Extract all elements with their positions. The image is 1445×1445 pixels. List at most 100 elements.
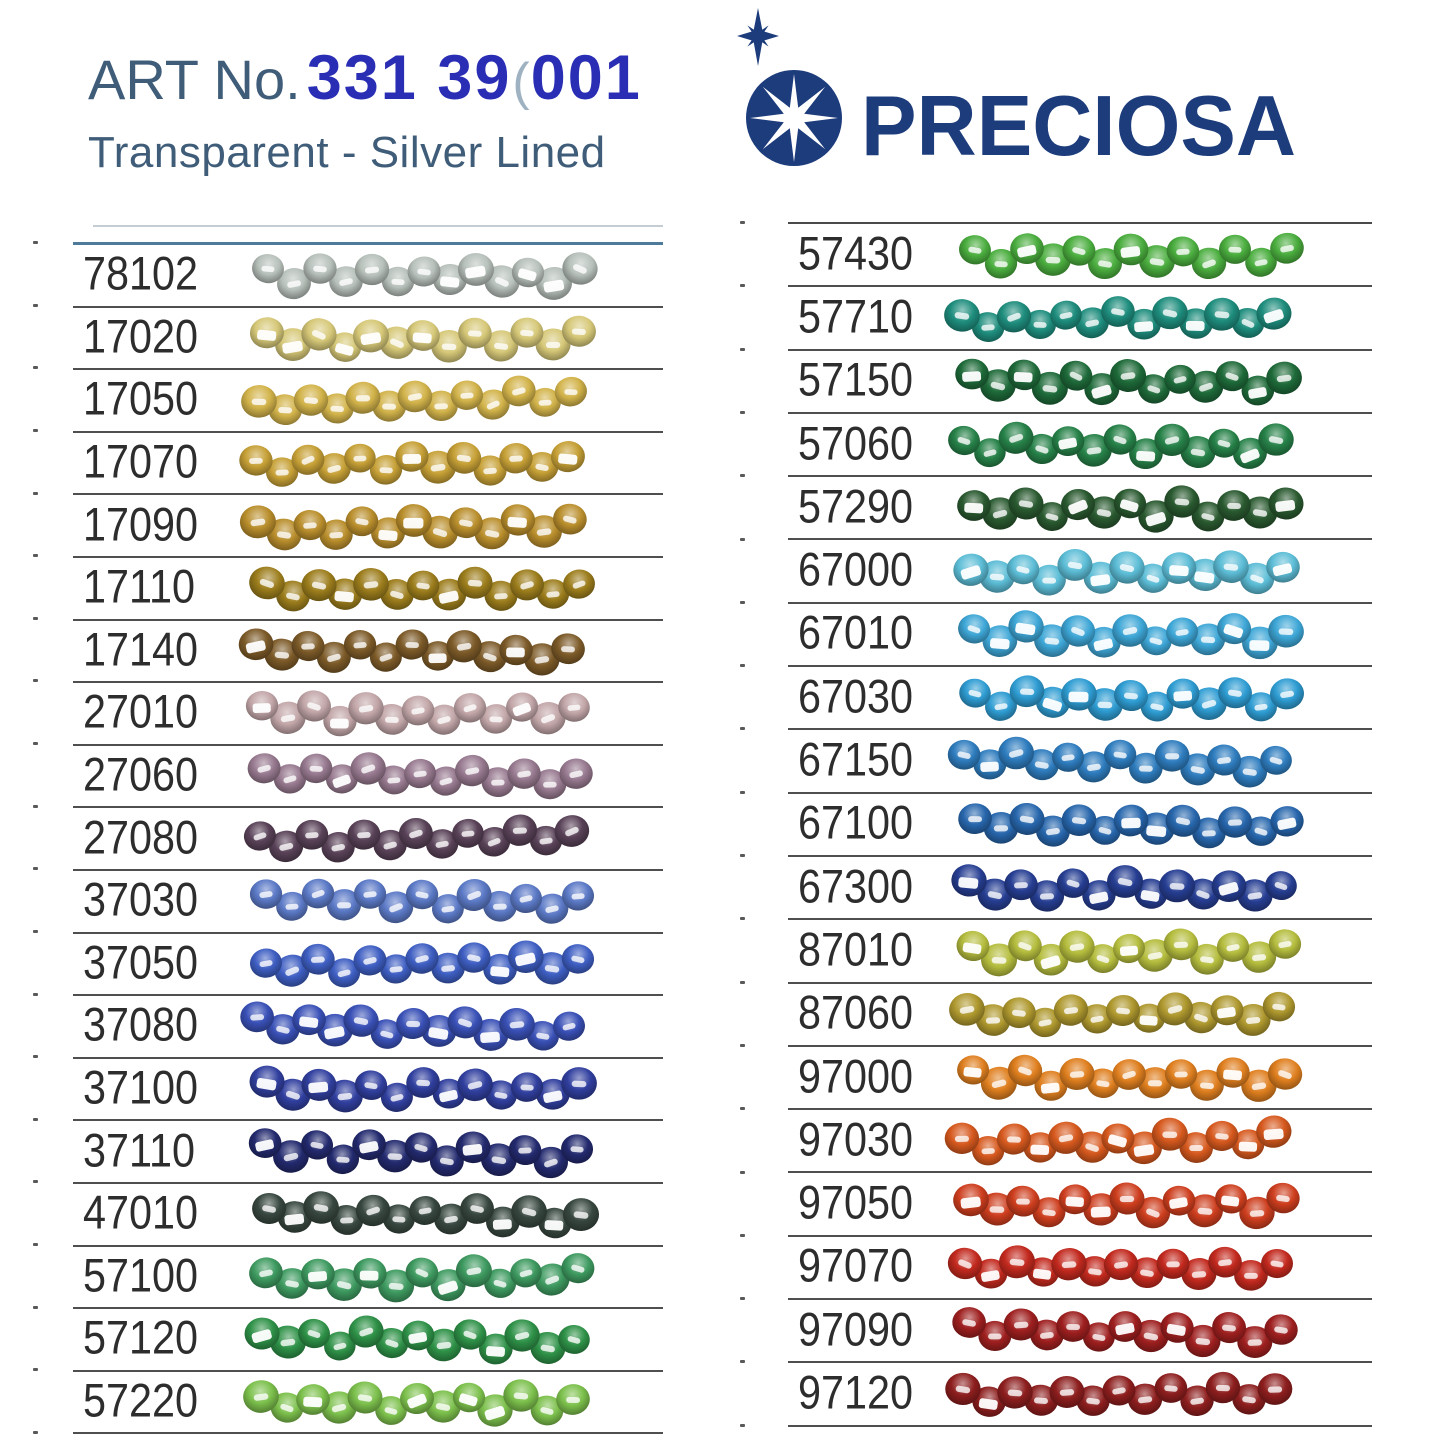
silver-line-glint [571, 262, 588, 275]
silver-line-glint [406, 1392, 428, 1409]
silver-line-glint [1279, 243, 1295, 253]
silver-line-glint [414, 953, 430, 963]
tick-mark [740, 727, 745, 730]
silver-line-glint [978, 1397, 999, 1410]
silver-line-glint [981, 1147, 995, 1154]
silver-line-glint [960, 1195, 982, 1209]
silver-line-glint [1111, 1386, 1127, 1395]
silver-line-glint [443, 1215, 459, 1224]
silver-line-glint [493, 592, 508, 600]
silver-line-glint [457, 1017, 473, 1029]
silver-line-glint [441, 342, 457, 350]
silver-line-glint [1173, 689, 1193, 701]
silver-line-glint [956, 435, 972, 445]
silver-line-glint [570, 1145, 584, 1152]
silver-line-glint [274, 650, 290, 659]
bead-strand [249, 876, 596, 926]
silver-line-glint [458, 1392, 479, 1407]
silver-line-glint [492, 1218, 513, 1230]
bead-code: 57430 [798, 226, 914, 280]
silver-line-glint [1190, 447, 1206, 456]
silver-line-glint [566, 1335, 581, 1345]
silver-line-glint [392, 1215, 406, 1223]
silver-line-glint [508, 454, 524, 462]
bead-row: 97000 [788, 1047, 1372, 1111]
silver-line-glint [520, 1083, 534, 1091]
silver-line-glint [1273, 880, 1289, 890]
silver-line-glint [1185, 320, 1205, 331]
silver-line-glint [486, 836, 502, 847]
silver-line-glint [252, 703, 271, 714]
silver-line-glint [1239, 446, 1261, 464]
silver-line-glint [464, 766, 480, 775]
silver-line-glint [456, 453, 472, 462]
silver-line-glint [993, 824, 1009, 832]
silver-line-glint [1263, 1127, 1284, 1140]
silver-line-glint [379, 1029, 394, 1039]
bead [1260, 1248, 1294, 1279]
bead [249, 1064, 285, 1098]
silver-line-glint [983, 447, 998, 457]
silver-line-glint [427, 1026, 449, 1041]
silver-line-glint [539, 836, 554, 844]
silver-line-glint [518, 1146, 532, 1153]
silver-line-glint [989, 637, 1010, 650]
silver-line-glint [436, 1279, 459, 1295]
silver-line-glint [1133, 320, 1154, 332]
bead-row: 37030 [73, 871, 663, 934]
silver-line-glint [1039, 1330, 1055, 1339]
silver-line-glint [1221, 1323, 1237, 1331]
silver-line-glint [1123, 691, 1139, 699]
silver-line-glint [994, 701, 1009, 710]
tick-mark [33, 742, 38, 745]
silver-line-glint [482, 651, 498, 662]
silver-line-glint [416, 1079, 431, 1086]
bead-strand [957, 672, 1307, 723]
bead-row: 57290 [788, 477, 1372, 541]
silver-line-glint [1088, 890, 1109, 904]
silver-line-glint [358, 704, 374, 714]
silver-line-glint [543, 781, 557, 788]
bead-code: 97090 [798, 1302, 914, 1356]
silver-line-glint [389, 589, 405, 600]
silver-line-glint [966, 624, 982, 635]
silver-line-glint [336, 1279, 352, 1290]
bead [955, 358, 989, 390]
silver-line-glint [1175, 816, 1191, 826]
silver-line-glint [1084, 1141, 1100, 1153]
bead [947, 738, 981, 770]
silver-line-glint [1067, 560, 1083, 570]
table-top-rule [73, 242, 663, 245]
silver-line-glint [1267, 1385, 1283, 1393]
silver-line-glint [539, 1405, 555, 1415]
silver-line-glint [280, 713, 296, 723]
silver-line-glint [326, 463, 342, 474]
silver-line-glint [544, 1219, 564, 1231]
bead-row: 97090 [788, 1300, 1372, 1364]
bead-strand [945, 1243, 1294, 1292]
silver-line-glint [1069, 1069, 1085, 1078]
silver-line-glint [331, 1402, 347, 1413]
silver-line-glint [1040, 1081, 1060, 1093]
silver-line-glint [1166, 1322, 1187, 1336]
bead-code: 37050 [83, 935, 199, 989]
silver-line-glint [255, 1077, 277, 1091]
silver-line-glint [464, 265, 487, 279]
silver-line-glint [954, 1134, 970, 1142]
silver-line-glint [545, 341, 561, 348]
silver-line-glint [544, 963, 560, 973]
bead-code: 27060 [83, 747, 199, 801]
silver-line-glint [571, 892, 585, 900]
silver-line-glint [275, 1025, 291, 1035]
silver-line-glint [1200, 636, 1216, 644]
bead-row: 67000 [788, 540, 1372, 604]
silver-line-glint [1195, 1336, 1211, 1345]
bead-row: 97070 [788, 1237, 1372, 1301]
bead-row: 87010 [788, 920, 1372, 984]
silver-line-glint [402, 453, 422, 464]
bead [1158, 867, 1196, 903]
silver-line-glint [1268, 434, 1284, 444]
silver-line-glint [1121, 1069, 1137, 1079]
silver-line-glint [466, 953, 482, 962]
silver-line-glint [1273, 1325, 1289, 1334]
